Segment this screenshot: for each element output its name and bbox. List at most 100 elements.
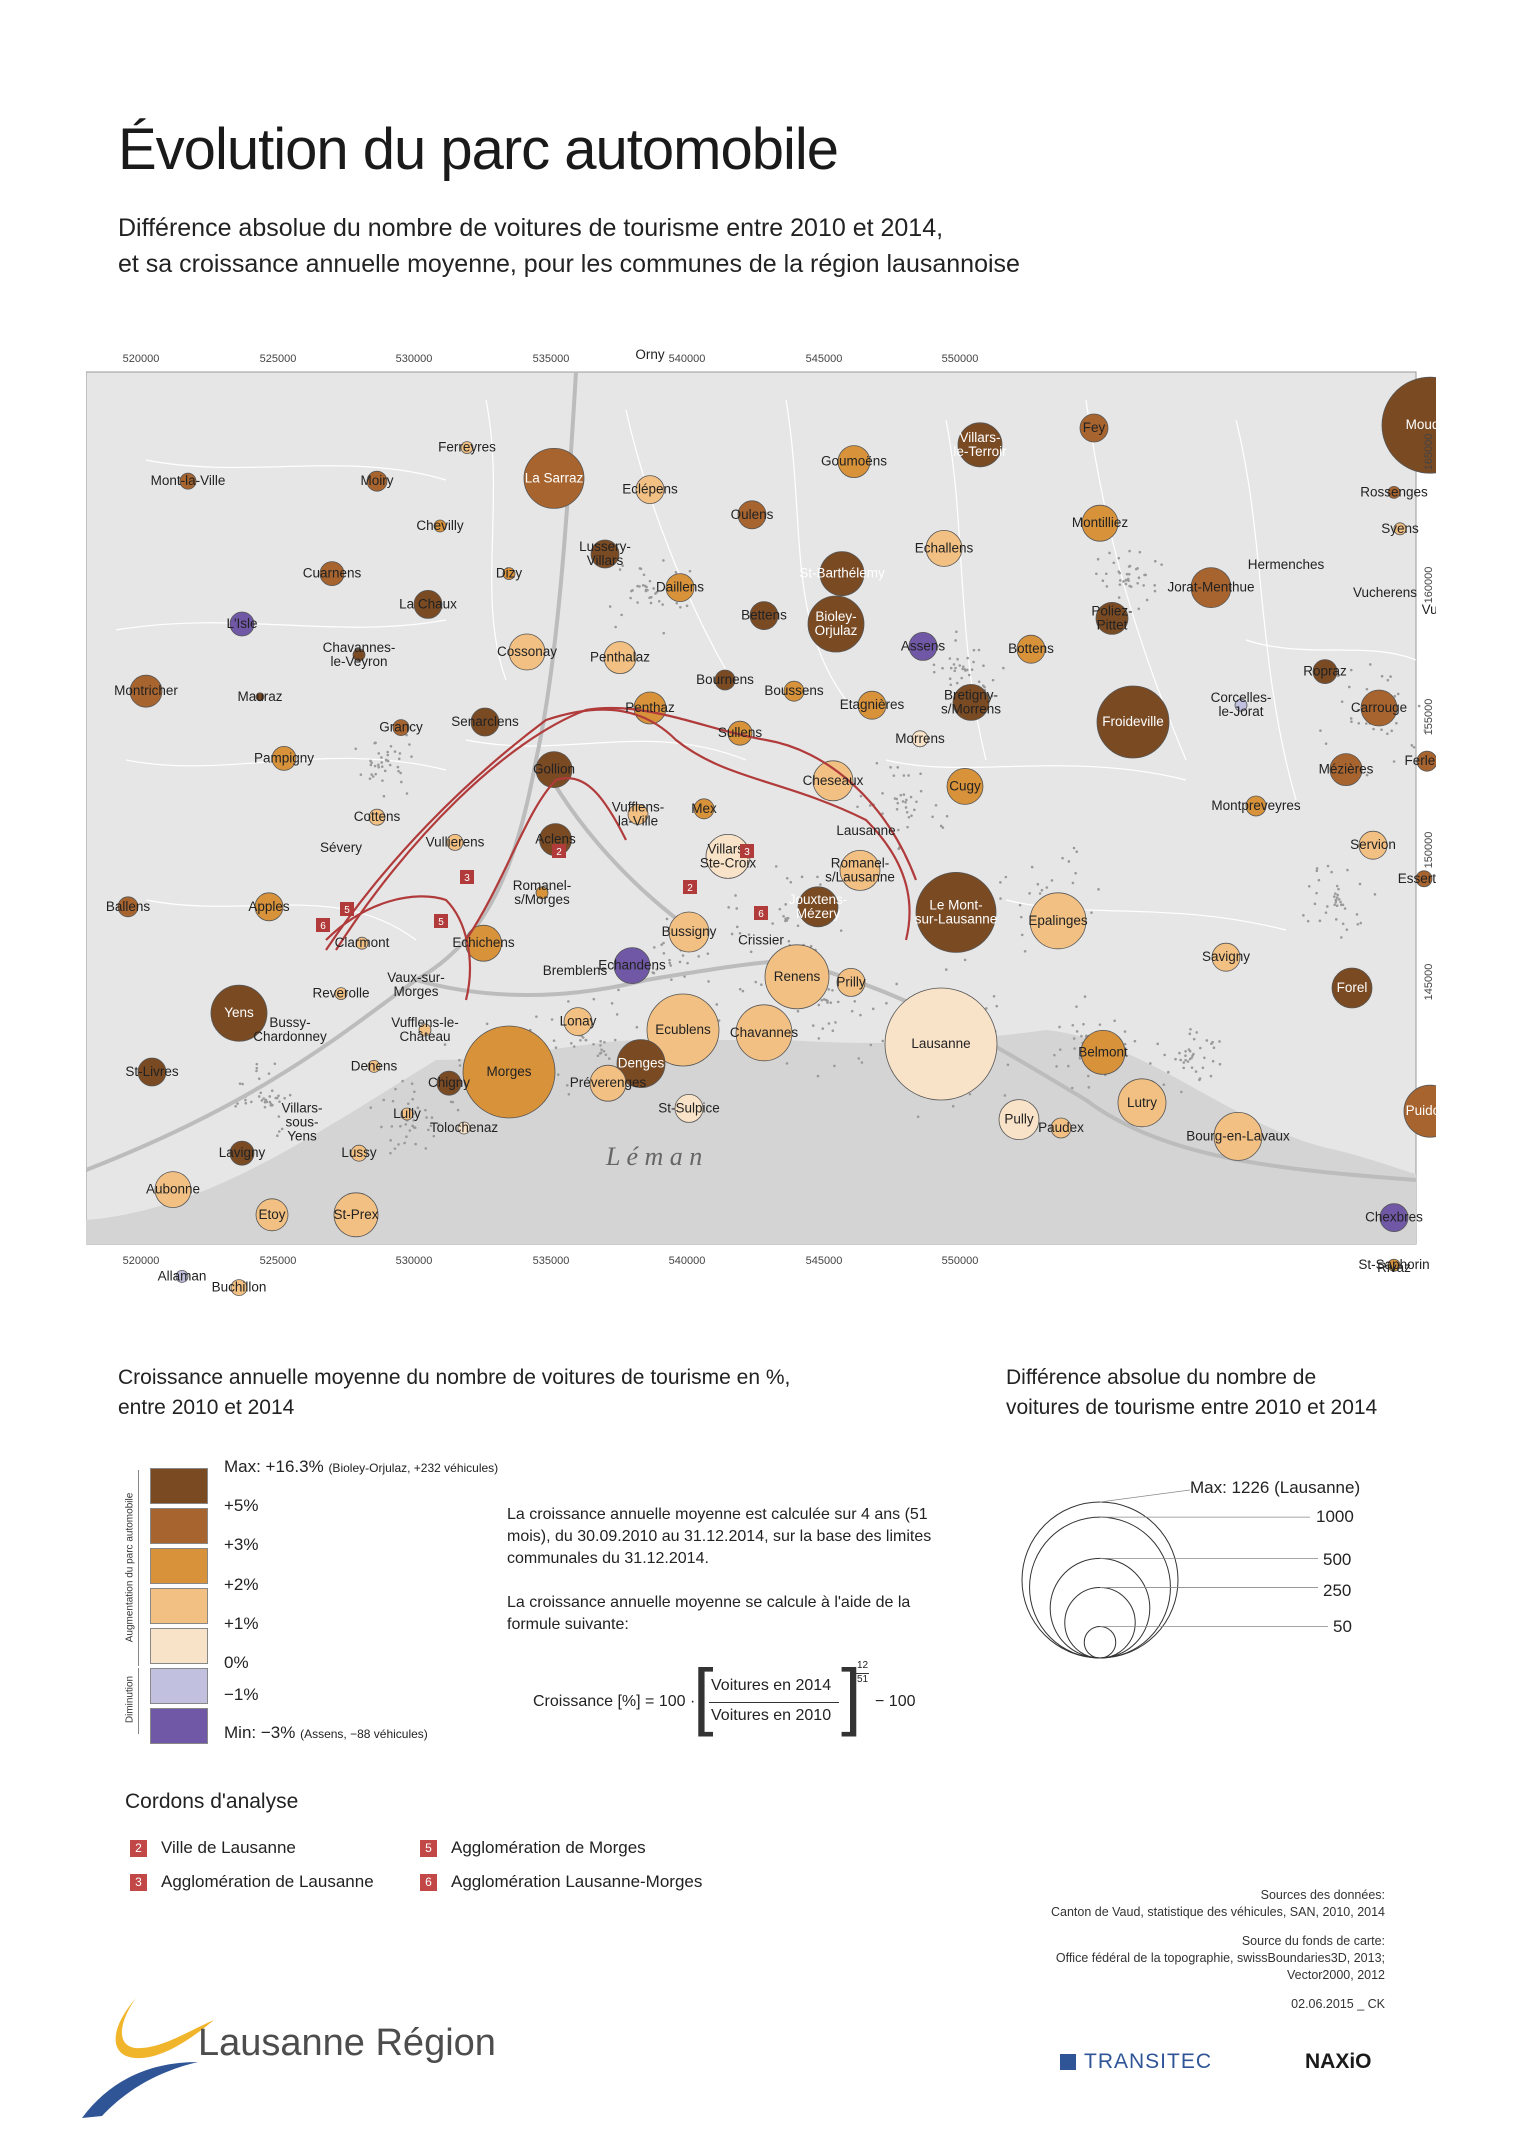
x-tick-top: 530000: [396, 353, 433, 365]
cordon-badge-label: 6: [758, 909, 764, 920]
commune-circle: [783, 680, 805, 702]
commune-circle: [1379, 1203, 1409, 1232]
commune-label: Cottens: [354, 809, 401, 824]
commune-label: Vufflens-le-Château: [391, 1015, 459, 1044]
commune-label: Daillens: [656, 580, 704, 595]
commune-label: Tolochenaz: [430, 1120, 499, 1135]
commune-circle: [1403, 1084, 1436, 1138]
commune-label: Vucherens: [1353, 585, 1417, 600]
commune-circle: [839, 850, 881, 891]
commune-label: Eclépens: [622, 482, 678, 497]
commune-circle: [502, 567, 516, 581]
cordons-title: Cordons d'analyse: [125, 1790, 299, 1813]
commune-label: Pampigny: [254, 750, 314, 765]
transitec-logo: TRANSITEC: [1084, 2050, 1213, 2073]
formula-denominator: Voitures en 2010: [711, 1707, 832, 1724]
commune-label: Mont-la-Ville: [151, 473, 226, 488]
cordon-badge-label: 6: [320, 921, 326, 932]
cordon-badge: [683, 880, 697, 894]
commune-circle: [1360, 689, 1398, 727]
commune-label: St-Prex: [333, 1207, 378, 1222]
commune-label: Ropraz: [1303, 664, 1347, 679]
map[interactable]: Orny Goumoëns Villars-le-Terroir Fey Moudon F…: [86, 340, 1436, 1300]
commune-circle: [210, 984, 268, 1042]
x-tick-bottom: 530000: [396, 1255, 433, 1267]
commune-circle: [1329, 753, 1363, 787]
cordon-badge: 6: [420, 1874, 437, 1892]
x-tick-bottom: 525000: [260, 1255, 297, 1267]
commune-label: Bussigny: [662, 924, 717, 939]
commune-circle: [1381, 376, 1436, 474]
commune-circle: [117, 896, 139, 918]
legend-label-min: Min: −3% (Assens, −88 véhicules): [224, 1723, 428, 1742]
commune-label: Oulens: [731, 507, 774, 522]
commune-label: L'Isle: [226, 616, 257, 631]
commune-circle: [1415, 870, 1433, 888]
cordon-item: 3 Agglomération de Lausanne: [130, 1872, 374, 1892]
page-title: Évolution du parc automobile: [118, 117, 839, 182]
commune-circle: [319, 561, 345, 587]
swatch-max: [150, 1468, 208, 1504]
commune-label: Rossenges: [1360, 484, 1428, 499]
commune-circle: [749, 601, 779, 631]
commune-label: Moudon: [1406, 417, 1436, 432]
commune-label: Pully: [1004, 1112, 1034, 1127]
commune-circle: [367, 1060, 381, 1073]
commune-label: Denens: [351, 1058, 398, 1073]
commune-circle: [460, 441, 474, 454]
swatch-p1: [150, 1628, 208, 1664]
note-paragraph-2: La croissance annuelle moyenne se calcul…: [507, 1594, 911, 1633]
commune-label: Belmont: [1078, 1044, 1128, 1059]
commune-circle: [350, 1144, 368, 1162]
commune-label: Moiry: [361, 473, 394, 488]
commune-label: Montricher: [114, 683, 178, 698]
commune-label: Sévery: [320, 840, 362, 855]
commune-label: Vufflens-la-Ville: [612, 799, 665, 828]
formula-lhs: Croissance [%] = 100 ·: [533, 1693, 696, 1710]
commune-label: Penthalaz: [590, 650, 650, 665]
commune-label: Mex: [691, 801, 717, 816]
commune-label: Carrouge: [1351, 700, 1407, 715]
commune-circle: [1234, 698, 1248, 712]
cordon-badge: 2: [130, 1840, 147, 1858]
commune-circle: [1050, 1117, 1072, 1139]
commune-label: Echandens: [598, 958, 666, 973]
commune-circle: [352, 648, 366, 662]
x-tick-bottom: 535000: [533, 1255, 570, 1267]
commune-label: Epalinges: [1028, 913, 1088, 928]
legend-label-p1: +1%: [224, 1614, 259, 1633]
commune-circle: [462, 1025, 556, 1119]
cordon-badge-label: 5: [438, 917, 444, 928]
commune-label: Lussy: [341, 1145, 377, 1160]
commune-circle: [1080, 1030, 1126, 1075]
commune-circle: [137, 1057, 167, 1087]
commune-circle: [230, 1279, 248, 1296]
commune-label: Bretigny-s/Morrens: [941, 687, 1001, 716]
commune-label: St-Sulpice: [658, 1100, 720, 1115]
commune-label: Prilly: [836, 974, 865, 989]
commune-circle: [436, 1070, 462, 1096]
commune-circle: [727, 720, 753, 746]
page-subtitle: Différence absolue du nombre de voitures…: [118, 210, 1218, 282]
transitec-square-icon: [1060, 2054, 1076, 2070]
commune-circle: [925, 529, 963, 567]
commune-circle: [627, 803, 649, 825]
commune-circle: [1387, 1258, 1401, 1272]
commune-circle: [1331, 967, 1373, 1009]
commune-circle: [457, 1121, 471, 1135]
commune-circle: [797, 886, 839, 928]
commune-circle: [884, 987, 998, 1101]
size-leader: [1099, 1489, 1191, 1503]
commune-circle: [613, 947, 651, 984]
commune-circle: [392, 719, 410, 737]
cordon-badge: [460, 870, 474, 884]
commune-label: Goumoëns: [821, 454, 887, 469]
y-tick-right: 145000: [1423, 964, 1435, 1001]
cordon-badge: 3: [130, 1874, 147, 1892]
commune-circle: [254, 892, 284, 922]
increase-side-label: Augmentation du parc automobile: [124, 1492, 136, 1643]
commune-label: Morrens: [895, 731, 945, 746]
commune-circle: [129, 674, 163, 708]
cordon-lines: [325, 706, 918, 1001]
commune-label: Allaman: [158, 1268, 207, 1283]
